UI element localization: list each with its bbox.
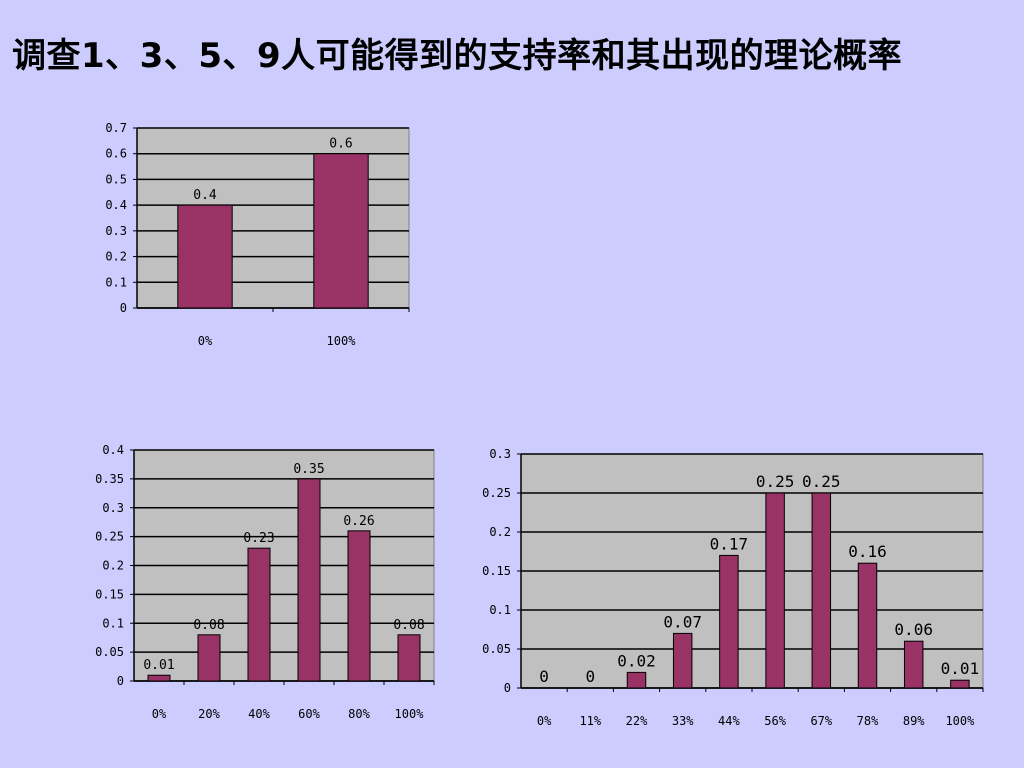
bar <box>397 634 421 682</box>
y-tick-label: 0.05 <box>95 645 124 659</box>
bar <box>347 530 371 682</box>
bar <box>626 671 647 689</box>
bar <box>247 547 271 682</box>
x-tick-label: 89% <box>903 714 925 728</box>
bar-chart-9-persons: 0 0.05 0.1 0.15 0.2 0.25 0.3 0 0% 0 11% 0.02 22% 0.07… <box>482 447 984 728</box>
data-label: 0.25 <box>802 472 841 491</box>
y-tick-label: 0.1 <box>102 616 124 630</box>
y-tick-label: 0.5 <box>105 172 127 186</box>
bar <box>177 204 233 309</box>
bar <box>811 492 832 689</box>
data-label: 0.35 <box>293 462 324 477</box>
data-label: 0.23 <box>243 531 274 546</box>
y-tick-label: 0.3 <box>489 447 511 461</box>
data-label: 0.17 <box>710 534 749 553</box>
bar <box>313 153 369 309</box>
bar <box>857 562 878 689</box>
bar <box>765 492 785 689</box>
page-title: 调查1、3、5、9人可能得到的支持率和其出现的理论概率 <box>12 36 903 76</box>
x-tick-label: 80% <box>348 707 370 721</box>
x-tick-label: 0% <box>537 714 552 728</box>
data-label: 0.01 <box>143 658 174 673</box>
x-tick-label: 22% <box>626 714 648 728</box>
x-tick-label: 33% <box>672 714 694 728</box>
y-tick-label: 0.3 <box>105 224 127 238</box>
data-label: 0.06 <box>894 620 933 639</box>
data-label: 0.08 <box>393 618 424 633</box>
y-tick-label: 0.2 <box>489 525 511 539</box>
data-label: 0 <box>585 667 595 686</box>
y-tick-label: 0.15 <box>95 587 124 601</box>
x-tick-label: 11% <box>579 714 601 728</box>
bar <box>903 640 924 689</box>
bar <box>197 634 221 682</box>
y-tick-label: 0.15 <box>482 564 511 578</box>
data-label: 0.07 <box>663 612 702 631</box>
data-label: 0.16 <box>848 542 887 561</box>
y-tick-label: 0.25 <box>95 530 124 544</box>
x-tick-label: 20% <box>198 707 220 721</box>
y-tick-label: 0.1 <box>489 603 511 617</box>
y-tick-label: 0.35 <box>95 472 124 486</box>
x-tick-label: 56% <box>764 714 786 728</box>
x-tick-label: 78% <box>857 714 879 728</box>
y-tick-label: 0.6 <box>105 147 127 161</box>
y-tick-label: 0 <box>117 674 124 688</box>
y-tick-label: 0.3 <box>102 501 124 515</box>
data-label: 0.02 <box>617 651 656 670</box>
bar <box>297 478 321 682</box>
x-tick-label: 0% <box>152 707 167 721</box>
bar <box>147 674 171 682</box>
y-tick-label: 0 <box>120 301 127 315</box>
bar <box>672 632 693 689</box>
y-tick-label: 0.4 <box>105 198 127 212</box>
x-tick-label: 100% <box>395 707 425 721</box>
data-label: 0.01 <box>941 659 980 678</box>
data-label: 0 <box>539 667 549 686</box>
data-label: 0.4 <box>193 188 217 203</box>
y-tick-label: 0.1 <box>105 275 127 289</box>
data-label: 0.26 <box>343 514 374 529</box>
x-tick-label: 67% <box>810 714 832 728</box>
x-tick-label: 100% <box>327 334 357 348</box>
y-tick-label: 0 <box>504 681 511 695</box>
y-tick-label: 0.2 <box>102 559 124 573</box>
y-tick-label: 0.4 <box>102 443 124 457</box>
data-label: 0.6 <box>329 137 352 152</box>
bar <box>719 554 739 689</box>
bar-chart-5-persons: 0 0.05 0.1 0.15 0.2 0.25 0.3 0.35 0.4 0.01 0% 0.08 2… <box>95 443 435 721</box>
x-tick-label: 0% <box>198 334 213 348</box>
x-tick-label: 100% <box>945 714 975 728</box>
y-tick-label: 0.7 <box>105 121 127 135</box>
data-label: 0.25 <box>756 472 795 491</box>
x-tick-label: 44% <box>718 714 740 728</box>
y-tick-label: 0.05 <box>482 642 511 656</box>
bar <box>950 679 970 689</box>
x-tick-label: 60% <box>298 707 320 721</box>
y-tick-label: 0.25 <box>482 486 511 500</box>
bar-chart-1-person: 0 0.1 0.2 0.3 0.4 0.5 0.6 0.7 0.4 0% 0.6 100% <box>105 121 410 348</box>
x-tick-label: 40% <box>248 707 270 721</box>
data-label: 0.08 <box>193 618 224 633</box>
y-tick-label: 0.2 <box>105 250 127 264</box>
